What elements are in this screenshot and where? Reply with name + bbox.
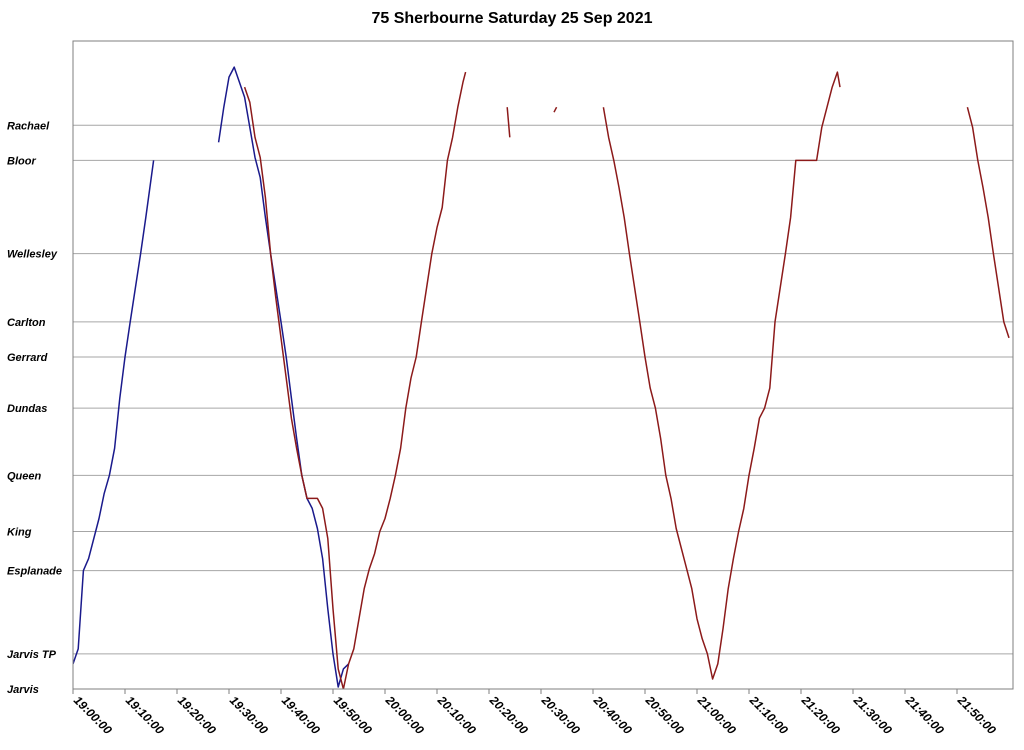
x-tick-label-19:30:00: 19:30:00 bbox=[227, 693, 271, 737]
stop-label-wellesley: Wellesley bbox=[7, 249, 58, 261]
stop-label-queen: Queen bbox=[7, 470, 42, 482]
x-tick-label-21:40:00: 21:40:00 bbox=[902, 693, 947, 738]
x-tick-label-21:50:00: 21:50:00 bbox=[954, 693, 999, 738]
stop-label-rachael: Rachael bbox=[7, 120, 50, 132]
x-tick-label-20:10:00: 20:10:00 bbox=[434, 693, 479, 738]
stop-labels: Jarvis Jarvis TP Esplanade King Queen Dundas G… bbox=[7, 120, 62, 696]
x-tick-label-20:20:00: 20:20:00 bbox=[486, 693, 531, 738]
stop-label-bloor: Bloor bbox=[7, 155, 36, 167]
x-tick-label-20:00:00: 20:00:00 bbox=[382, 693, 427, 738]
x-tick-label-21:30:00: 21:30:00 bbox=[850, 693, 895, 738]
stop-label-dundas: Dundas bbox=[7, 403, 47, 415]
series-2-trip-3 bbox=[553, 106, 558, 113]
series-2-trip-5 bbox=[966, 107, 1010, 339]
stop-label-jarvis-tp: Jarvis TP bbox=[7, 649, 57, 661]
x-tick-label-20:40:00: 20:40:00 bbox=[590, 693, 635, 738]
x-tick-label-19:50:00: 19:50:00 bbox=[331, 693, 375, 737]
x-tick-label-20:30:00: 20:30:00 bbox=[538, 693, 583, 738]
time-tick-labels: 19:00:00 19:10:00 19:20:00 19:30:00 19:40:00… bbox=[71, 689, 999, 737]
series-layer bbox=[73, 66, 1010, 689]
series-1-trip-1 bbox=[73, 160, 155, 665]
series-2-trip-4 bbox=[602, 71, 841, 680]
stop-label-esplanade: Esplanade bbox=[7, 566, 62, 578]
x-tick-label-21:00:00: 21:00:00 bbox=[694, 693, 739, 738]
series-2-trip-2 bbox=[506, 107, 511, 138]
series-1-trip-2 bbox=[217, 66, 350, 688]
x-tick-label-21:10:00: 21:10:00 bbox=[746, 693, 791, 738]
stop-label-jarvis: Jarvis bbox=[7, 684, 39, 696]
x-tick-label-19:20:00: 19:20:00 bbox=[175, 693, 219, 737]
grid-layer bbox=[73, 124, 1013, 655]
stop-label-gerrard: Gerrard bbox=[7, 352, 48, 364]
x-tick-label-19:10:00: 19:10:00 bbox=[123, 693, 167, 737]
series-2-trip-1 bbox=[243, 71, 467, 689]
x-tick-label-19:40:00: 19:40:00 bbox=[279, 693, 323, 737]
stop-label-carlton: Carlton bbox=[7, 317, 46, 329]
x-tick-label-19:00:00: 19:00:00 bbox=[71, 693, 115, 737]
x-tick-label-20:50:00: 20:50:00 bbox=[642, 693, 687, 738]
chart-title: 75 Sherbourne Saturday 25 Sep 2021 bbox=[371, 10, 653, 27]
stop-label-king: King bbox=[7, 527, 32, 539]
x-tick-label-21:20:00: 21:20:00 bbox=[798, 693, 843, 738]
plot-frame bbox=[72, 40, 1014, 690]
